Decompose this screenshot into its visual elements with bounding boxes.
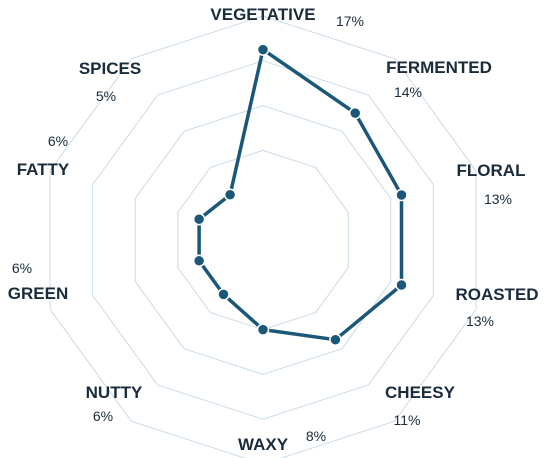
- category-label-spices: SPICES: [79, 59, 141, 78]
- category-label-roasted: ROASTED: [455, 285, 538, 304]
- data-point-spices: [223, 188, 237, 201]
- percent-label-roasted: 13%: [466, 313, 494, 329]
- category-label-fermented: FERMENTED: [386, 58, 492, 77]
- percent-label-floral: 13%: [484, 191, 512, 207]
- category-label-cheesy: CHEESY: [385, 383, 456, 402]
- grid-ring: [177, 149, 349, 331]
- data-point-vegetative: [256, 43, 270, 56]
- percent-label-fatty: 6%: [48, 133, 68, 149]
- data-point-waxy: [256, 323, 270, 336]
- data-point-floral: [395, 188, 408, 202]
- percent-label-waxy: 8%: [306, 428, 326, 444]
- data-point-nutty: [217, 288, 230, 301]
- category-label-fatty: FATTY: [17, 160, 70, 179]
- grid-ring: [49, 15, 477, 458]
- data-point-green: [192, 254, 206, 268]
- category-label-waxy: WAXY: [238, 435, 289, 454]
- category-label-floral: FLORAL: [457, 161, 526, 180]
- radar-series: [192, 43, 408, 346]
- data-point-fatty: [192, 212, 206, 226]
- grid-ring: [134, 105, 392, 375]
- percent-label-vegetative: 17%: [336, 13, 364, 29]
- percent-label-cheesy: 11%: [394, 412, 421, 428]
- data-point-cheesy: [329, 333, 342, 346]
- percent-label-green: 6%: [12, 260, 32, 276]
- percent-label-fermented: 14%: [394, 84, 422, 100]
- percent-label-nutty: 6%: [93, 408, 113, 424]
- data-point-fermented: [348, 106, 362, 120]
- grid-ring: [92, 60, 434, 420]
- percent-label-spices: 5%: [96, 88, 116, 104]
- data-point-roasted: [395, 278, 408, 292]
- category-label-vegetative: VEGETATIVE: [210, 5, 315, 24]
- category-label-green: GREEN: [8, 284, 68, 303]
- category-label-nutty: NUTTY: [86, 383, 143, 402]
- category-labels: VEGETATIVE 17% FERMENTED 14% FLORAL 13% ROASTE…: [8, 5, 539, 454]
